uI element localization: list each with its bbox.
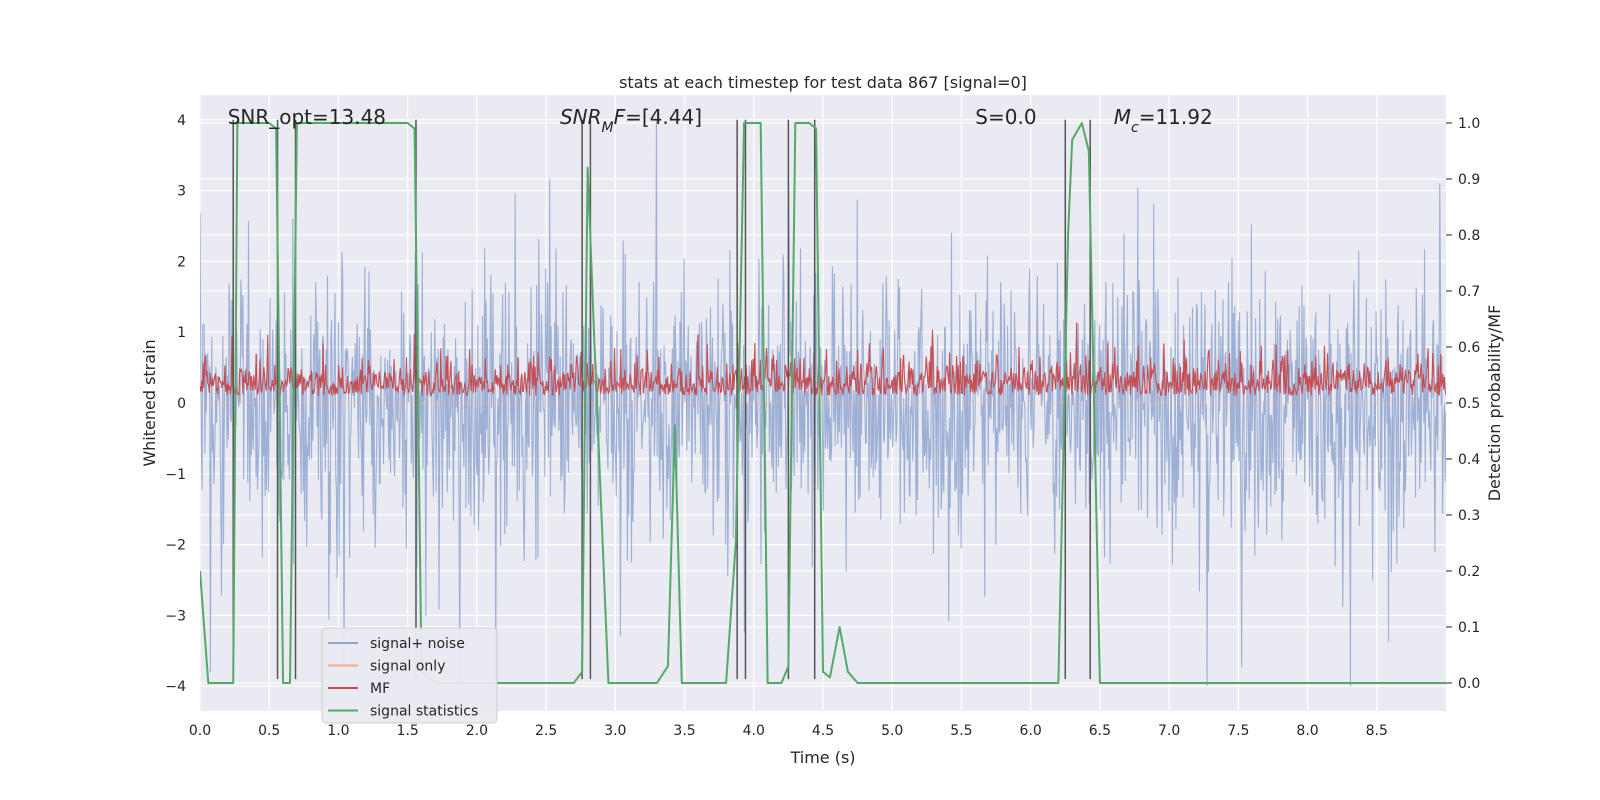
annotations: SNR_opt=13.48 SNRMF=[4.44] S=0.0 Mc=11.92 [228, 105, 1213, 136]
y-tick-label: −2 [165, 538, 186, 554]
annotation-snr-mf: SNRMF=[4.44] [560, 105, 702, 136]
y2-tick-label: 0.0 [1458, 676, 1480, 692]
y2-tick-label: 0.8 [1458, 228, 1480, 244]
annotation-mc-value: Mc=11.92 [1114, 105, 1213, 136]
y-tick-label: 4 [177, 113, 186, 129]
x-tick-label: 5.5 [950, 723, 972, 739]
legend-label: MF [370, 681, 390, 697]
signal-noise-line [200, 119, 1446, 687]
y-tick-label: −4 [165, 679, 186, 695]
x-tick-label: 0.0 [189, 723, 211, 739]
signal-noise-series [200, 119, 1446, 687]
y2-tick-label: 0.7 [1458, 284, 1480, 300]
y2-tick-label: 1.0 [1458, 116, 1480, 132]
y2-tick-label: 0.5 [1458, 396, 1480, 412]
y-tick-label: 1 [177, 325, 186, 341]
x-tick-label: 2.0 [466, 723, 488, 739]
signal-statistics-series [200, 122, 1446, 684]
legend: signal+ noise signal only MF signal statist… [321, 627, 498, 724]
mf-line [200, 322, 1446, 398]
legend-label: signal only [370, 659, 445, 675]
annotation-snr-opt: SNR_opt=13.48 [228, 105, 386, 129]
y2-axis-label: Detection probability/MF [1485, 305, 1504, 502]
y2-ticks: 0.0 0.1 0.2 0.3 0.4 0.5 0.6 0.7 0.8 0.9 1.0 [1446, 116, 1480, 692]
x-tick-label: 6.0 [1020, 723, 1042, 739]
x-tick-label: 0.5 [258, 723, 280, 739]
y2-tick-label: 0.4 [1458, 452, 1480, 468]
x-tick-label: 3.0 [604, 723, 626, 739]
x-ticks: 0.0 0.5 1.0 1.5 2.0 2.5 3.0 3.5 4.0 4.5 5.0 5.5 6.0 6… [189, 723, 1388, 739]
legend-label: signal+ noise [370, 636, 465, 652]
y2-tick-label: 0.3 [1458, 508, 1480, 524]
x-tick-label: 7.5 [1227, 723, 1249, 739]
y-tick-label: 0 [177, 396, 186, 412]
y2-tick-label: 0.9 [1458, 172, 1480, 188]
x-tick-label: 1.5 [397, 723, 419, 739]
mf-series [200, 322, 1446, 398]
x-tick-label: 8.5 [1366, 723, 1388, 739]
x-tick-label: 5.0 [881, 723, 903, 739]
y2-tick-label: 0.1 [1458, 620, 1480, 636]
signal-statistics-line [200, 122, 1446, 684]
y2-tick-label: 0.6 [1458, 340, 1480, 356]
y-ticks: −4 −3 −2 −1 0 1 2 3 4 [165, 113, 186, 695]
x-tick-label: 6.5 [1089, 723, 1111, 739]
x-tick-label: 4.5 [812, 723, 834, 739]
x-tick-label: 3.5 [673, 723, 695, 739]
x-axis-label: Time (s) [789, 748, 855, 767]
x-tick-label: 2.5 [535, 723, 557, 739]
y-tick-label: 2 [177, 254, 186, 270]
x-tick-label: 7.0 [1158, 723, 1180, 739]
y2-tick-label: 0.2 [1458, 564, 1480, 580]
y-axis-label: Whitened strain [140, 339, 159, 466]
chart-title: stats at each timestep for test data 867… [619, 73, 1027, 92]
x-tick-label: 8.0 [1296, 723, 1318, 739]
y-tick-label: −1 [165, 467, 186, 483]
x-tick-label: 4.0 [743, 723, 765, 739]
y-tick-label: 3 [177, 184, 186, 200]
legend-label: signal statistics [370, 704, 478, 720]
x-tick-label: 1.0 [327, 723, 349, 739]
y-tick-label: −3 [165, 608, 186, 624]
legend-box [321, 627, 498, 724]
annotation-s-value: S=0.0 [975, 105, 1036, 129]
